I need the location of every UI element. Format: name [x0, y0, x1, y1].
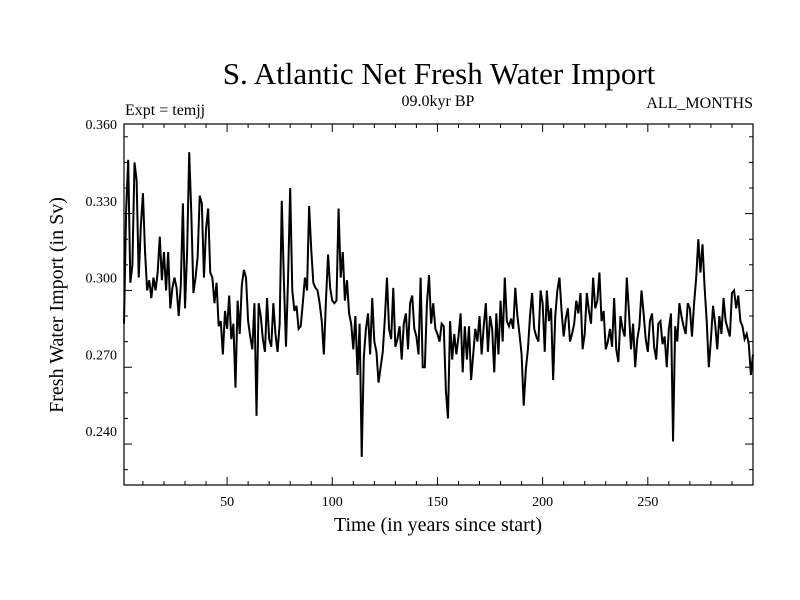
y-tick-label: 0.270 [86, 348, 118, 363]
x-tick-label: 100 [322, 495, 343, 510]
series-line [123, 152, 754, 457]
y-axis-label: Fresh Water Import (in Sv) [46, 197, 68, 413]
x-tick-label: 200 [532, 495, 553, 510]
x-tick-label: 250 [637, 495, 658, 510]
plot-frame [123, 123, 754, 486]
x-tick-label: 50 [220, 495, 234, 510]
y-tick-label: 0.300 [86, 272, 118, 287]
y-tick-label: 0.330 [86, 195, 118, 210]
x-axis-label: Time (in years since start) [334, 514, 542, 536]
y-axis-tick-labels: 0.240 0.270 0.300 0.330 0.360 [86, 118, 118, 440]
period-label: 09.0kyr BP [402, 93, 475, 110]
y-tick-label: 0.360 [86, 118, 118, 133]
months-label: ALL_MONTHS [646, 95, 753, 112]
experiment-label: Expt = temjj [125, 102, 205, 119]
x-tick-label: 150 [427, 495, 448, 510]
x-axis-ticks [142, 124, 733, 485]
x-axis-tick-labels: 50 100 150 200 250 [220, 495, 658, 510]
y-tick-label: 0.240 [86, 425, 118, 440]
chart-title: S. Atlantic Net Fresh Water Import [223, 56, 656, 91]
